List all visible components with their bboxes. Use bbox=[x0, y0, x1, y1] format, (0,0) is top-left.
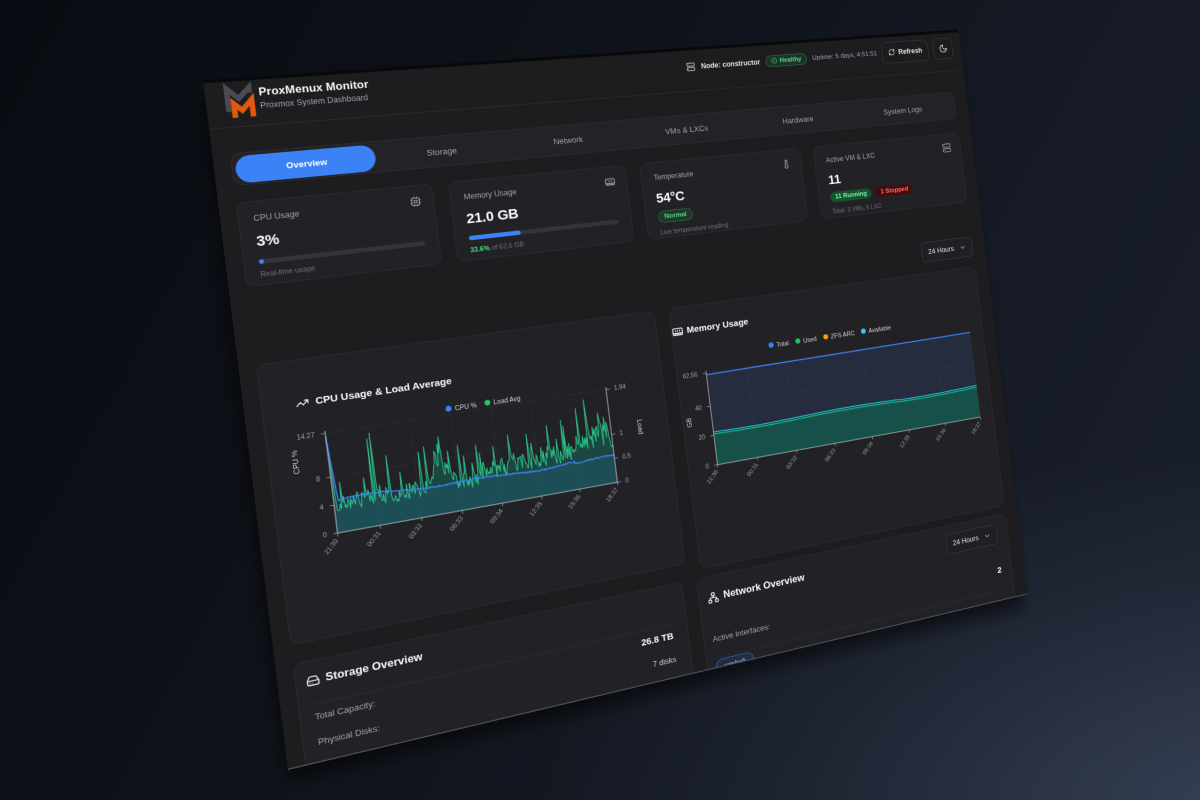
svg-text:62.56: 62.56 bbox=[682, 371, 698, 381]
svg-text:8: 8 bbox=[316, 475, 321, 484]
svg-text:GB: GB bbox=[685, 417, 693, 428]
svg-text:09:34: 09:34 bbox=[488, 507, 505, 525]
svg-text:03:32: 03:32 bbox=[785, 454, 799, 470]
svg-text:18:37: 18:37 bbox=[604, 486, 620, 503]
svg-text:21:30: 21:30 bbox=[322, 537, 340, 556]
svg-text:40: 40 bbox=[695, 404, 702, 412]
svg-text:4: 4 bbox=[319, 503, 324, 512]
svg-text:21:30: 21:30 bbox=[705, 469, 720, 486]
svg-text:0: 0 bbox=[705, 463, 709, 471]
svg-text:03:32: 03:32 bbox=[407, 522, 424, 540]
svg-text:20: 20 bbox=[698, 433, 705, 441]
svg-text:18:37: 18:37 bbox=[970, 420, 983, 435]
svg-text:15:36: 15:36 bbox=[566, 493, 582, 510]
svg-text:0.5: 0.5 bbox=[622, 452, 631, 461]
svg-text:12:35: 12:35 bbox=[898, 433, 911, 449]
svg-text:1: 1 bbox=[619, 429, 623, 437]
svg-text:14.27: 14.27 bbox=[296, 431, 315, 442]
svg-text:CPU %: CPU % bbox=[290, 450, 302, 475]
svg-text:Load: Load bbox=[635, 419, 644, 435]
svg-text:0: 0 bbox=[625, 477, 629, 485]
svg-text:00:31: 00:31 bbox=[745, 461, 759, 477]
svg-text:1.94: 1.94 bbox=[614, 383, 627, 392]
svg-text:00:31: 00:31 bbox=[365, 530, 383, 548]
svg-text:06:33: 06:33 bbox=[823, 447, 837, 463]
svg-text:06:33: 06:33 bbox=[448, 515, 465, 533]
svg-text:09:34: 09:34 bbox=[861, 440, 874, 456]
svg-text:0: 0 bbox=[322, 531, 327, 540]
svg-text:15:36: 15:36 bbox=[934, 427, 947, 443]
svg-text:12:35: 12:35 bbox=[528, 500, 544, 518]
